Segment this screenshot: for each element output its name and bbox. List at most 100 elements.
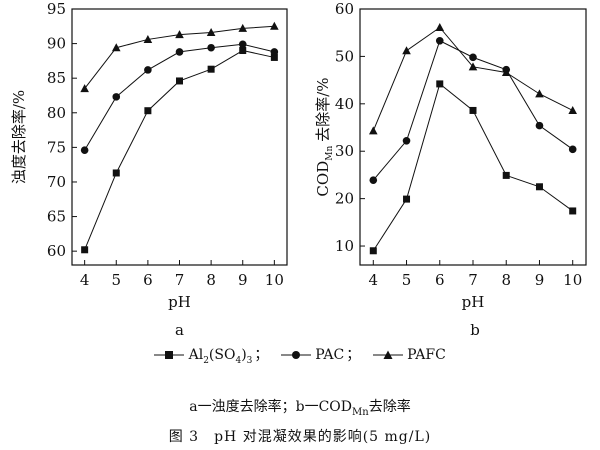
legend: Al2(SO4)3； PAC； PAFC <box>0 344 600 366</box>
data-point-pac <box>535 121 544 130</box>
legend-separator: ； <box>254 347 269 363</box>
x-tick-label: 6 <box>143 271 153 289</box>
legend-label-pafc: PAFC <box>407 347 446 363</box>
legend-label-paren: ) <box>241 347 247 363</box>
x-tick-label: 5 <box>402 271 412 289</box>
data-point-pac <box>568 145 577 154</box>
caption-subtitle: a一浊度去除率；b一CODMn去除率 <box>0 396 600 418</box>
data-point-al2so43 <box>176 77 183 85</box>
legend-label-sub1: 2 <box>203 355 209 366</box>
series-line-pafc <box>372 26 573 132</box>
data-point-pac <box>112 93 121 101</box>
data-point-pafc <box>80 84 89 93</box>
data-point-pafc <box>206 28 216 37</box>
data-point-al2so43 <box>469 106 477 114</box>
data-point-pafc <box>175 30 184 39</box>
data-point-al2so43 <box>270 53 278 61</box>
y-tick-label: 70 <box>47 173 66 191</box>
y-axis-label-rest: 去除率/% <box>314 77 332 141</box>
y-tick-label: 90 <box>47 35 66 53</box>
panel-label: a <box>175 321 184 339</box>
y-tick-label: 30 <box>335 142 354 160</box>
data-point-al2so43 <box>207 65 215 73</box>
data-point-al2so43 <box>239 47 247 55</box>
data-point-al2so43 <box>403 195 411 203</box>
data-point-al2so43 <box>569 207 577 215</box>
data-point-pafc <box>238 23 248 32</box>
legend-label-pac: PAC <box>315 347 345 363</box>
caption-sub-mn: Mn <box>352 406 369 418</box>
x-tick-label: 9 <box>535 271 545 289</box>
y-tick-label: 95 <box>47 0 66 18</box>
legend-item-pafc: PAFC <box>372 347 446 363</box>
data-point-pac <box>144 66 152 74</box>
y-tick-label: 20 <box>335 190 354 208</box>
data-point-pac <box>469 53 477 62</box>
data-point-pafc <box>568 105 578 114</box>
data-point-pac <box>80 146 89 154</box>
figure-caption: 图 3 pH 对混凝效果的影响(5 mg/L) <box>168 429 432 445</box>
data-point-pac <box>238 40 247 49</box>
panel-label: b <box>470 321 480 339</box>
y-axis-label: CODMn 去除率/% <box>314 77 335 196</box>
data-point-pafc <box>535 89 544 98</box>
legend-square-marker <box>154 351 185 359</box>
y-tick-label: 10 <box>335 237 354 255</box>
y-tick-label: 65 <box>47 208 66 226</box>
x-tick-label: 8 <box>501 271 511 289</box>
data-point-pac <box>369 176 378 184</box>
x-tick-label: 9 <box>238 271 248 289</box>
x-tick-label: 10 <box>563 271 582 289</box>
data-point-pafc <box>111 43 121 52</box>
y-tick-label: 75 <box>47 138 66 156</box>
data-point-pac <box>207 43 215 52</box>
plot-frame <box>359 8 587 266</box>
legend-triangle-marker <box>372 350 403 359</box>
y-axis-label-sub: Mn <box>325 146 335 161</box>
data-point-al2so43 <box>81 246 89 254</box>
legend-circle-marker <box>280 351 311 359</box>
data-point-pafc <box>468 62 478 71</box>
data-point-al2so43 <box>112 169 120 177</box>
y-tick-label: 85 <box>47 69 66 87</box>
data-point-al2so43 <box>535 183 543 191</box>
data-point-al2so43 <box>502 171 510 179</box>
data-point-pac <box>402 136 411 145</box>
data-point-pafc <box>501 68 511 77</box>
x-axis-label: pH <box>462 293 485 311</box>
data-point-pafc <box>435 22 445 31</box>
y-tick-label: 40 <box>335 95 354 113</box>
x-tick-label: 7 <box>175 271 185 289</box>
legend-item-al2so43: Al2(SO4)3； <box>154 344 268 366</box>
y-tick-label: 60 <box>47 242 66 260</box>
y-tick-label: 50 <box>335 47 354 65</box>
legend-label-so: (SO <box>208 347 236 363</box>
data-point-al2so43 <box>369 247 377 255</box>
legend-separator: ； <box>346 347 361 363</box>
y-tick-label: 60 <box>335 0 354 18</box>
data-point-pac <box>175 48 184 56</box>
chart-panel-a: 60 65 70 75 80 85 90 95 4 5 6 7 8 9 10 pH a 浊度去除率/% <box>10 0 288 339</box>
y-tick-label: 80 <box>47 104 66 122</box>
chart-panel-b: 10 20 30 40 50 60 4 5 6 7 8 9 10 pH b CODMn 去除率/% <box>314 0 587 339</box>
x-tick-label: 7 <box>468 271 478 289</box>
data-point-pac <box>435 36 444 45</box>
x-tick-label: 6 <box>435 271 445 289</box>
legend-label-sub2: 4 <box>235 355 242 366</box>
y-axis-label: 浊度去除率/% <box>10 90 28 184</box>
x-tick-label: 8 <box>206 271 216 289</box>
legend-label-sub3: 3 <box>246 355 253 366</box>
x-tick-label: 4 <box>80 271 90 289</box>
data-point-pafc <box>270 21 279 30</box>
caption-sub-b: 去除率 <box>368 399 411 415</box>
data-point-pafc <box>143 34 153 43</box>
legend-label-al: Al <box>188 347 204 363</box>
y-axis-label-main: COD <box>314 161 332 197</box>
x-tick-label: 5 <box>111 271 121 289</box>
data-point-pac <box>270 48 279 56</box>
data-point-pafc <box>368 126 378 135</box>
x-axis-label: pH <box>168 293 191 311</box>
x-tick-label: 10 <box>265 271 284 289</box>
